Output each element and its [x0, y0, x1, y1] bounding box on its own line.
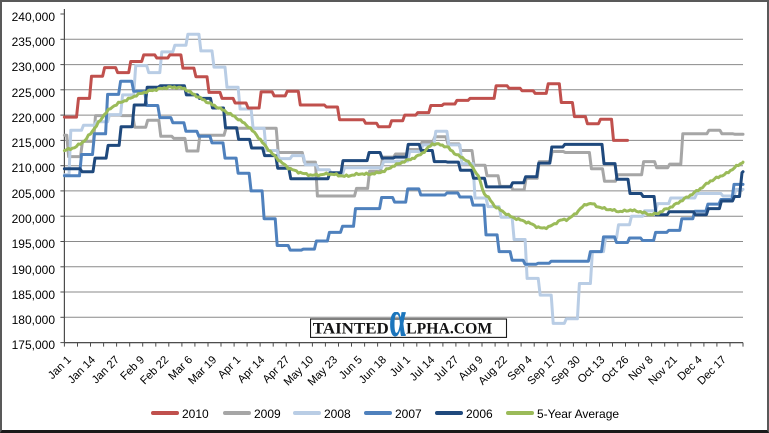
svg-text:α: α — [389, 312, 406, 346]
svg-text:TAINTED: TAINTED — [313, 320, 389, 337]
svg-text:LPHA.COM: LPHA.COM — [406, 320, 492, 337]
